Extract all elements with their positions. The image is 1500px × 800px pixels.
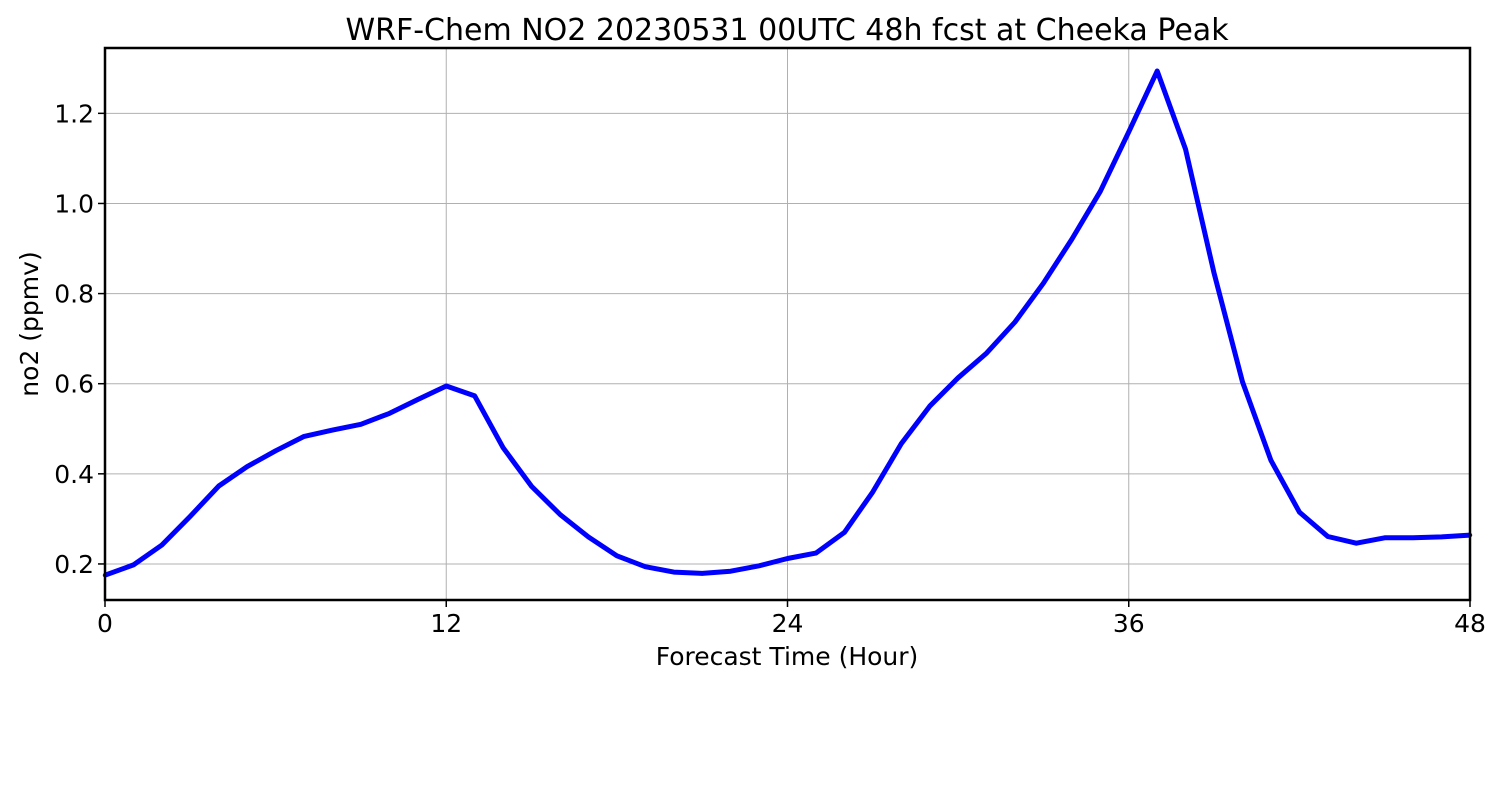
data-point xyxy=(927,404,932,409)
data-point xyxy=(330,427,335,433)
data-point xyxy=(671,569,676,575)
grid xyxy=(105,48,1470,600)
x-axis-label: Forecast Time (Hour) xyxy=(656,642,919,671)
data-point xyxy=(1012,319,1018,325)
data-point xyxy=(273,448,278,454)
data-point xyxy=(444,383,449,389)
data-point xyxy=(216,483,221,489)
data-point xyxy=(387,411,392,416)
data-point xyxy=(728,568,733,574)
data-point xyxy=(1069,236,1075,242)
y-tick-label: 0.6 xyxy=(54,370,94,399)
data-point xyxy=(244,464,250,469)
x-axis: 0 12 24 36 48 xyxy=(97,600,1486,638)
y-axis-label: no2 (ppmv) xyxy=(15,251,44,396)
data-point xyxy=(415,397,421,402)
data-point xyxy=(1382,535,1387,541)
data-point xyxy=(785,556,790,561)
data-point xyxy=(1268,458,1274,463)
series-group xyxy=(102,68,1473,578)
data-point xyxy=(813,550,819,556)
data-point xyxy=(301,434,307,439)
data-point xyxy=(756,563,762,568)
data-point xyxy=(586,534,591,540)
data-point xyxy=(870,489,876,495)
data-point xyxy=(899,441,904,446)
data-point xyxy=(188,513,193,519)
x-tick-label: 36 xyxy=(1113,609,1145,638)
data-point xyxy=(1410,535,1416,541)
data-point xyxy=(699,571,705,576)
data-point xyxy=(1126,129,1131,135)
x-tick-label: 24 xyxy=(772,609,804,638)
y-axis: 0.2 0.4 0.6 0.8 1.0 1.2 xyxy=(54,99,105,579)
y-tick-label: 1.2 xyxy=(54,99,94,128)
data-point xyxy=(1041,281,1046,286)
data-point xyxy=(500,445,506,450)
y-tick-label: 1.0 xyxy=(54,189,94,218)
data-point xyxy=(1325,534,1331,539)
data-point xyxy=(1297,509,1302,515)
data-point xyxy=(1154,68,1160,74)
data-point xyxy=(955,375,961,381)
data-point xyxy=(1354,541,1359,546)
data-point xyxy=(842,530,847,535)
data-point xyxy=(1240,379,1245,385)
data-point xyxy=(1439,534,1444,540)
data-point xyxy=(557,512,563,517)
data-point xyxy=(131,562,136,568)
y-tick-label: 0.2 xyxy=(54,550,94,579)
x-tick-label: 48 xyxy=(1454,609,1486,638)
x-tick-label: 12 xyxy=(430,609,462,638)
data-point xyxy=(643,564,648,569)
data-point xyxy=(529,484,534,489)
chart-title: WRF-Chem NO2 20230531 00UTC 48h fcst at … xyxy=(345,13,1229,48)
data-point xyxy=(1098,189,1103,194)
y-tick-label: 0.4 xyxy=(54,460,94,489)
x-tick-label: 0 xyxy=(97,609,113,638)
data-point xyxy=(159,542,165,548)
data-point xyxy=(358,422,364,427)
data-point xyxy=(1211,271,1217,276)
data-point xyxy=(614,553,620,559)
data-point xyxy=(472,393,477,399)
data-point xyxy=(984,350,989,356)
data-point xyxy=(1183,147,1188,152)
y-tick-label: 0.8 xyxy=(54,280,94,309)
